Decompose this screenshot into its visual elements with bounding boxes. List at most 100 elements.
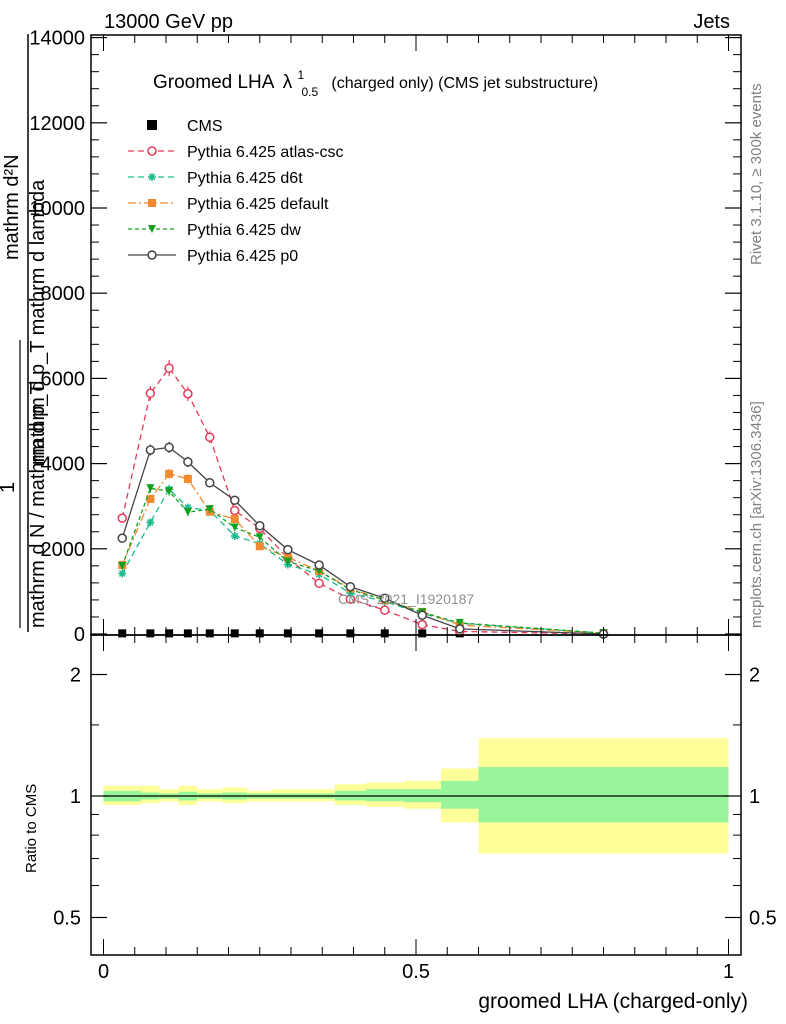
ratio-ytick-label: 2 — [70, 665, 81, 687]
ratio-ytick-label: 0.5 — [53, 908, 81, 930]
data-point-p0 — [230, 495, 240, 505]
top-ytick-label: 6000 — [41, 368, 86, 390]
legend: CMS Pythia 6.425 atlas-csc Pythia 6.425 d6… — [128, 118, 344, 265]
data-point-cms — [118, 629, 127, 638]
series-line-default — [121, 473, 604, 634]
ratio-y-label: Ratio to CMS — [23, 784, 40, 873]
data-point-p0 — [455, 624, 465, 634]
ratio-ytick-label-right: 2 — [749, 665, 760, 687]
legend-item-cms: CMS — [147, 118, 223, 135]
data-point-d6t — [118, 569, 127, 578]
data-point-p0 — [283, 544, 293, 555]
data-point-dw — [455, 618, 464, 627]
legend-label-d6t: Pythia 6.425 d6t — [187, 170, 303, 187]
plot-title-main: Groomed LHA — [153, 72, 275, 93]
legend-marker-d6t — [148, 173, 156, 181]
data-point-atlas_csc — [164, 363, 174, 373]
plot-title-lambda: λ — [283, 72, 293, 93]
data-point-p0 — [183, 457, 193, 467]
legend-label-p0: Pythia 6.425 p0 — [187, 248, 298, 265]
ratio-band-inner — [478, 766, 729, 823]
analysis-watermark: CMS_2021_I1920187 — [338, 591, 474, 607]
data-point-dw — [183, 508, 192, 517]
plot-title-rest: (charged only) (CMS jet substructure) — [331, 75, 598, 92]
legend-item-d6t: Pythia 6.425 d6t — [128, 170, 303, 187]
data-point-default — [283, 553, 292, 562]
legend-item-atlas_csc: Pythia 6.425 atlas-csc — [128, 144, 344, 161]
series-dw — [118, 483, 608, 638]
data-point-dw — [255, 533, 264, 542]
data-point-atlas_csc — [417, 619, 427, 630]
data-point-atlas_csc — [205, 432, 215, 442]
ratio-ytick-label: 1 — [70, 786, 81, 808]
data-point-atlas_csc — [314, 578, 324, 589]
plot-title-sub: 0.5 — [301, 85, 318, 99]
header-jets-label: Jets — [693, 11, 730, 33]
data-point-dw — [118, 561, 127, 570]
series-d6t — [118, 484, 608, 638]
top-ytick-label: 4000 — [41, 454, 86, 476]
data-point-p0 — [117, 533, 127, 543]
data-point-default — [146, 494, 155, 503]
data-point-dw — [165, 487, 174, 496]
x-tick-label: 0 — [98, 961, 109, 983]
data-point-dw — [230, 523, 239, 532]
y-label-numerator: mathrm d²N — [1, 154, 23, 260]
data-point-p0 — [205, 478, 215, 488]
data-point-p0 — [145, 445, 156, 455]
x-tick-label: 1 — [723, 961, 734, 983]
legend-marker-cms — [147, 120, 157, 130]
data-point-cms — [283, 629, 292, 638]
legend-marker-atlas_csc — [147, 146, 157, 156]
data-point-p0 — [314, 560, 324, 570]
data-point-dw — [283, 557, 292, 566]
data-point-dw — [146, 484, 155, 493]
top-ytick-label: 10000 — [29, 198, 85, 220]
plot-title-sup: 1 — [297, 68, 304, 82]
data-point-atlas_csc — [117, 513, 127, 523]
data-point-cms — [346, 629, 355, 638]
data-point-atlas_csc — [230, 505, 240, 516]
data-point-p0 — [380, 593, 390, 603]
data-point-cms — [146, 629, 155, 638]
data-point-default — [230, 514, 239, 523]
data-point-atlas_csc — [183, 388, 193, 399]
ratio-axis-ticks: 0.5 0.5 1 1 2 2 0 0.5 1 — [53, 635, 777, 983]
legend-marker-dw — [148, 225, 156, 233]
top-ytick-label: 8000 — [41, 283, 86, 305]
ratio-band-inner — [366, 789, 404, 802]
ratio-ytick-label-right: 0.5 — [749, 908, 777, 930]
top-ytick-label: 12000 — [29, 113, 85, 135]
y-label-one: 1 — [0, 482, 19, 493]
legend-marker-default — [148, 199, 156, 207]
y-axis-label-top: mathrm d²N mathrm d p_T mathrm d lambda … — [0, 34, 49, 632]
series-line-d6t — [121, 488, 604, 634]
data-point-cms — [183, 629, 192, 638]
data-point-cms — [418, 629, 427, 638]
legend-item-dw: Pythia 6.425 dw — [128, 222, 301, 239]
data-point-p0 — [345, 581, 356, 592]
data-point-cms — [315, 629, 324, 638]
series-line-dw — [121, 487, 604, 634]
data-point-p0 — [417, 610, 427, 621]
data-point-cms — [165, 629, 174, 638]
data-point-cms — [230, 629, 239, 638]
data-point-cms — [205, 629, 214, 638]
data-point-atlas_csc — [380, 605, 390, 615]
y-label-denominator: mathrm d p_T mathrm d lambda — [27, 179, 49, 465]
legend-item-default: Pythia 6.425 default — [128, 196, 329, 213]
rivet-version-label: Rivet 3.1.10, ≥ 300k events — [748, 83, 765, 265]
legend-label-atlas_csc: Pythia 6.425 atlas-csc — [187, 144, 344, 161]
y-label-outer-denominator: mathrm d N / mathrm d p_T — [27, 382, 49, 628]
data-point-d6t — [230, 532, 239, 541]
legend-label-default: Pythia 6.425 default — [187, 196, 329, 213]
ratio-band-inner — [441, 780, 479, 809]
data-point-p0 — [255, 521, 265, 531]
x-tick-label: 0.5 — [402, 961, 430, 983]
legend-marker-p0 — [147, 250, 157, 260]
data-point-dw — [205, 505, 214, 514]
top-ytick-label: 0 — [74, 624, 85, 646]
top-axis-ticks: 0 2000 4000 6000 8000 10000 12000 14000 — [29, 28, 741, 646]
series-p0 — [117, 441, 609, 639]
